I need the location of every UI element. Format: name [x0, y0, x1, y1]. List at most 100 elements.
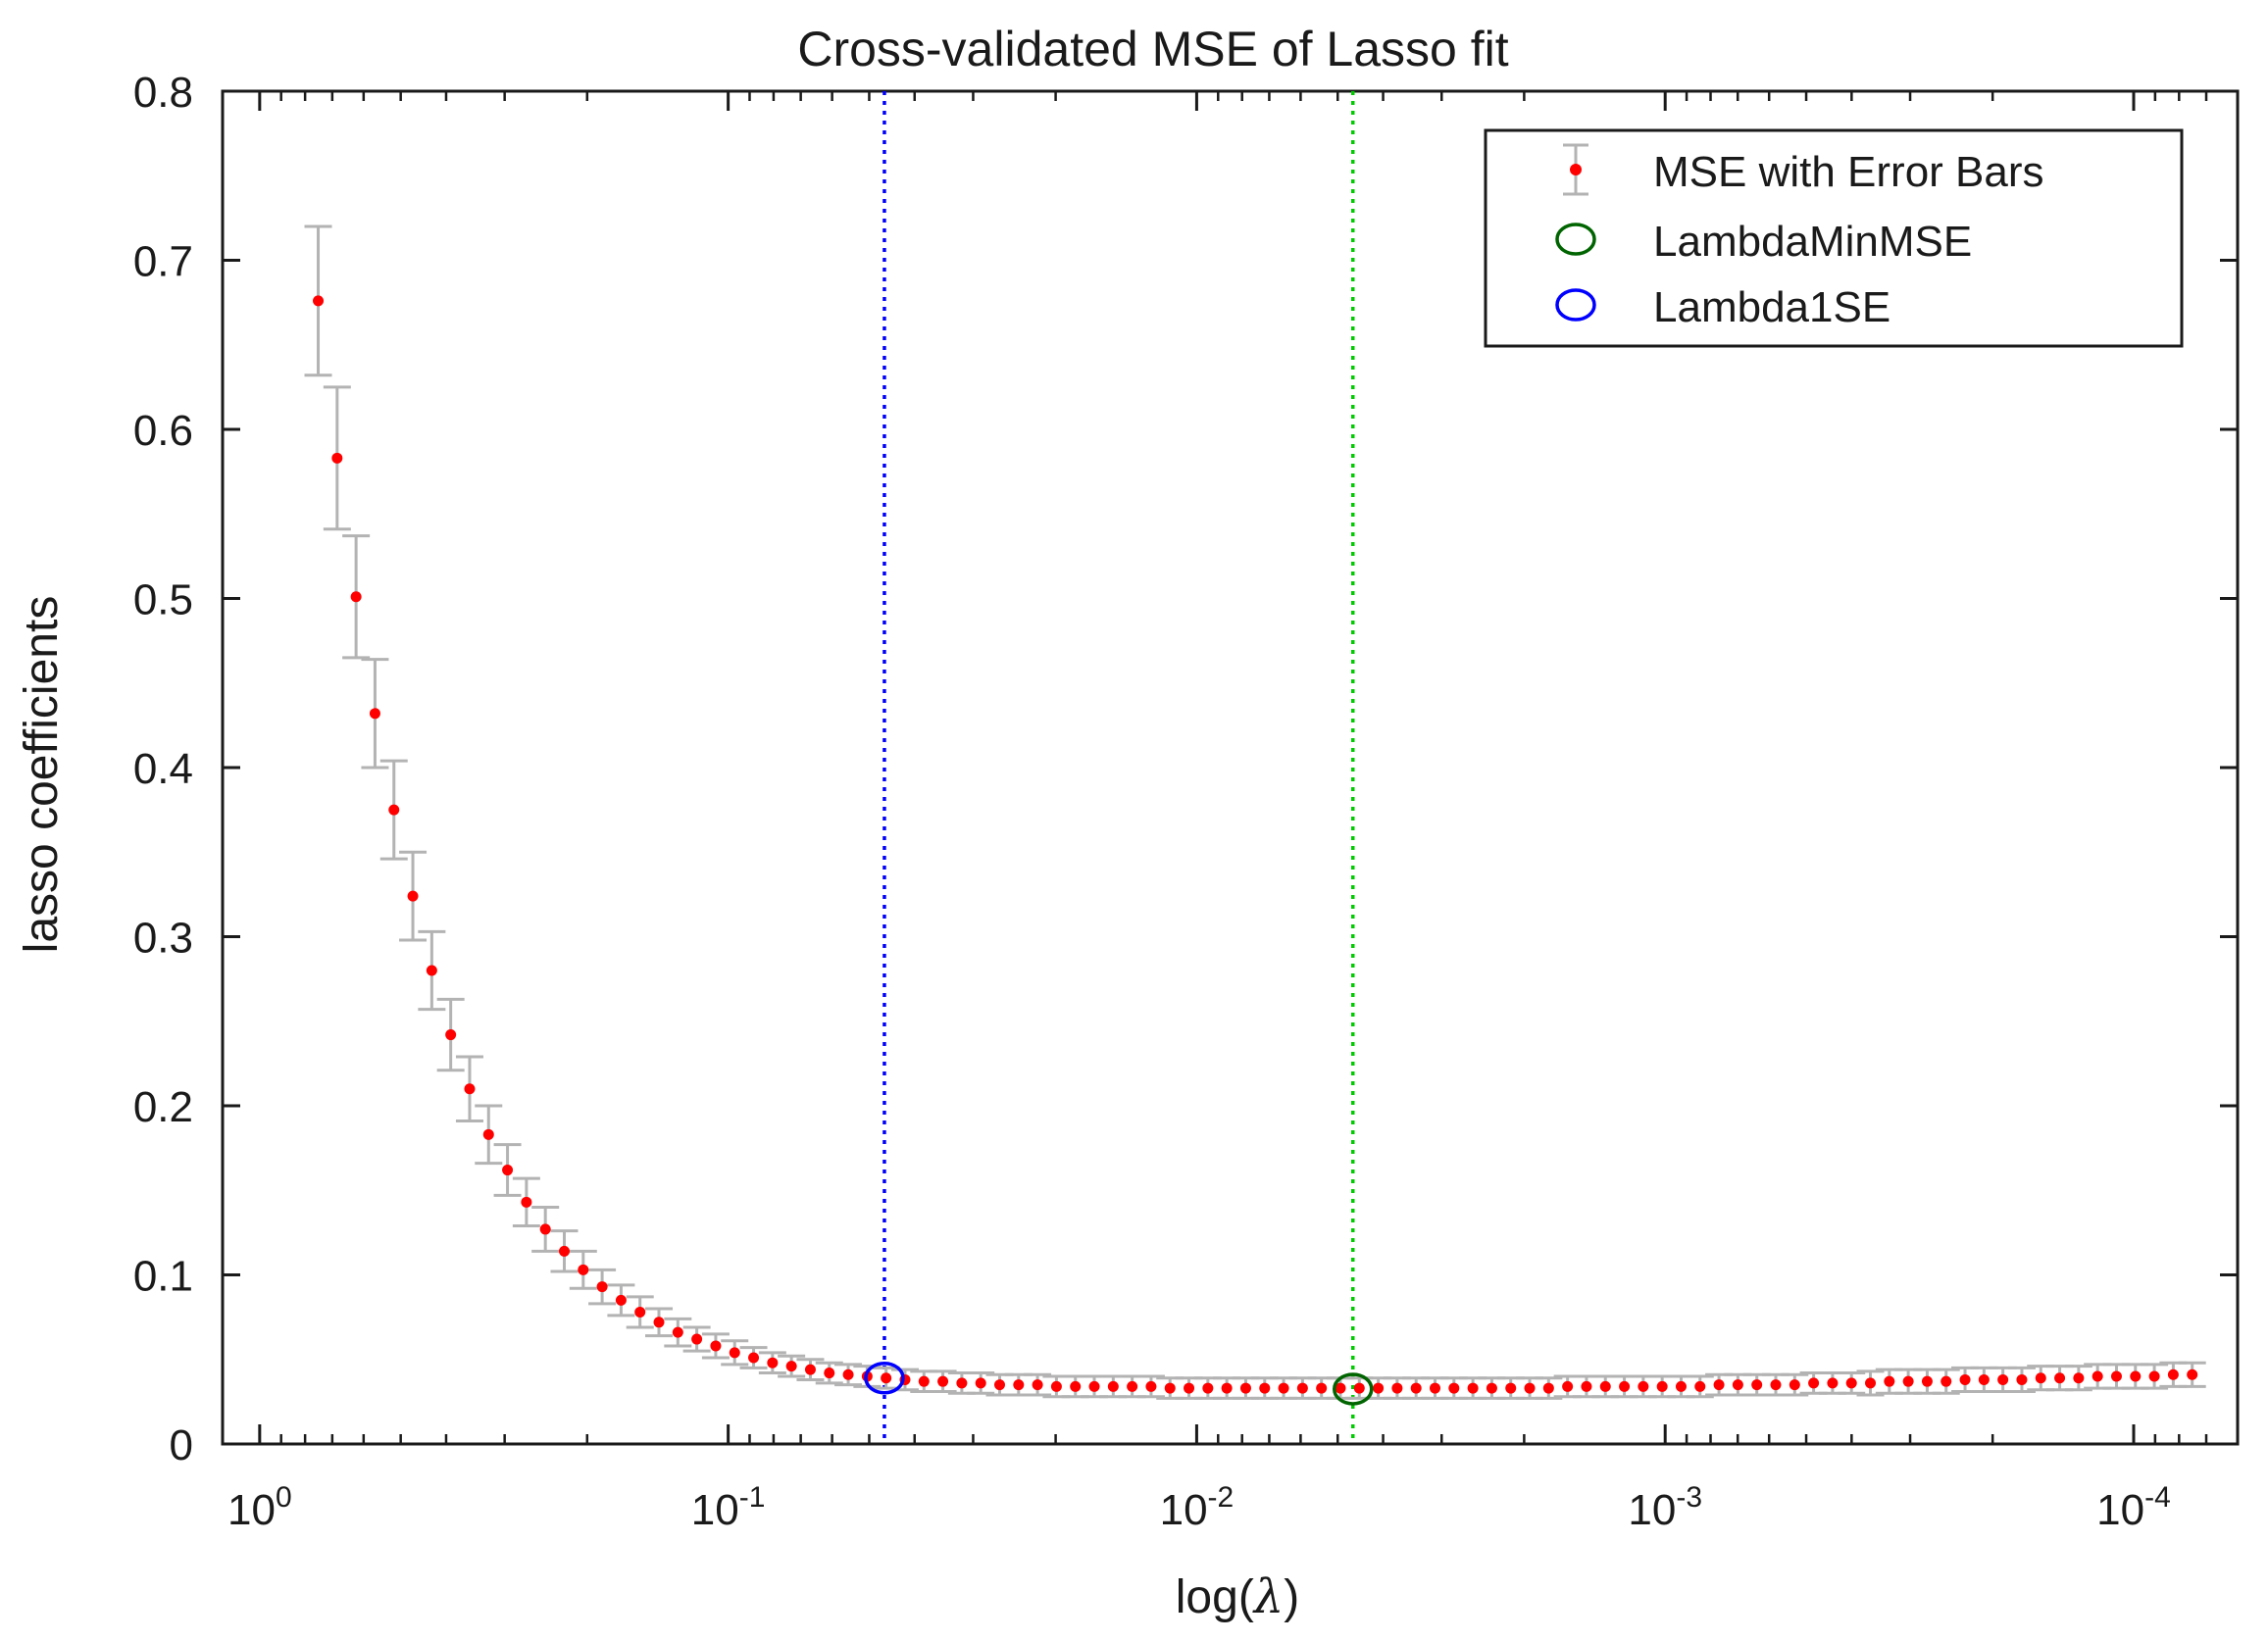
mse-point	[1391, 1382, 1403, 1394]
mse-point	[993, 1379, 1005, 1391]
mse-point	[881, 1372, 892, 1384]
mse-point	[1430, 1382, 1441, 1394]
legend-item-mse: MSE with Error Bars	[1563, 143, 2044, 196]
mse-point	[464, 1083, 476, 1095]
mse-point	[502, 1165, 514, 1176]
mse-point	[691, 1333, 703, 1345]
mse-point	[804, 1364, 816, 1375]
mse-point	[2187, 1368, 2198, 1380]
mse-point	[2148, 1370, 2160, 1382]
x-axis-label: log(λ)	[1176, 1569, 1299, 1624]
legend-box	[1484, 128, 2184, 348]
mse-point	[653, 1317, 665, 1328]
mse-point	[1713, 1379, 1725, 1391]
mse-point	[1353, 1382, 1365, 1394]
x-tick-label: 100	[227, 1481, 292, 1534]
mse-point	[1770, 1379, 1782, 1391]
mse-point	[1599, 1380, 1611, 1392]
mse-point	[1845, 1377, 1857, 1389]
mse-point	[1448, 1382, 1460, 1394]
x-tick-label-base: 10	[691, 1486, 739, 1534]
mse-point	[1486, 1382, 1497, 1394]
mse-point	[1694, 1380, 1706, 1392]
x-tick-label-exponent: -1	[739, 1481, 766, 1514]
legend-label-lambdaminmse: LambdaMinMSE	[1653, 218, 1972, 266]
mse-point	[729, 1347, 740, 1359]
legend-item-lambda1se: Lambda1SE	[1555, 283, 1890, 331]
mse-point	[975, 1377, 986, 1389]
mse-point	[1940, 1375, 1952, 1387]
mse-point	[426, 965, 437, 976]
mse-point	[634, 1306, 646, 1318]
x-axis-label-suffix: )	[1284, 1571, 1299, 1623]
y-tick-label: 0.6	[133, 407, 193, 455]
mse-point	[407, 890, 419, 902]
mse-point	[842, 1368, 854, 1380]
mse-point	[1145, 1380, 1157, 1392]
mse-point	[1638, 1380, 1649, 1392]
mse-point	[1542, 1382, 1554, 1394]
legend-item-lambdaminmse: LambdaMinMSE	[1555, 218, 1972, 266]
mse-point	[937, 1375, 949, 1387]
x-tick-label: 10-3	[1628, 1481, 1702, 1534]
mse-point	[2054, 1372, 2066, 1384]
lambdaminmse-marker	[1333, 1372, 1374, 1406]
mse-point	[1751, 1379, 1763, 1391]
legend-point-icon	[1570, 164, 1582, 175]
mse-point	[785, 1361, 797, 1372]
mse-point	[824, 1368, 835, 1379]
mse-point	[331, 452, 343, 464]
y-tick-label: 0.5	[133, 576, 193, 624]
mse-point	[1107, 1380, 1119, 1392]
y-tick-label: 0.8	[133, 69, 193, 117]
mse-point	[1164, 1382, 1176, 1394]
mse-point	[313, 295, 325, 307]
mse-point	[445, 1029, 457, 1041]
mse-point	[482, 1128, 494, 1140]
mse-point	[1656, 1380, 1668, 1392]
mse-point	[1562, 1380, 1574, 1392]
mse-point	[956, 1377, 968, 1389]
x-tick-label-base: 10	[227, 1486, 276, 1534]
legend: MSE with Error Bars LambdaMinMSE Lambda1…	[1484, 128, 2184, 348]
y-tick-label: 0.1	[133, 1253, 193, 1301]
mse-point	[918, 1375, 930, 1387]
x-tick-label-exponent: -3	[1676, 1481, 1702, 1514]
mse-point	[767, 1357, 779, 1368]
chart-title: Cross-validated MSE of Lasso fit	[797, 22, 1508, 76]
x-tick-label: 10-1	[691, 1481, 766, 1534]
mse-point	[1373, 1382, 1385, 1394]
mse-point	[578, 1264, 589, 1275]
mse-point	[1997, 1373, 2009, 1385]
mse-point	[1884, 1375, 1895, 1387]
y-tick-label: 0.3	[133, 915, 193, 963]
mse-point	[1221, 1382, 1233, 1394]
mse-point	[521, 1196, 532, 1208]
mse-point	[2092, 1370, 2103, 1382]
mse-point	[1732, 1379, 1743, 1391]
mse-point	[710, 1340, 722, 1352]
mse-point	[1278, 1382, 1289, 1394]
mse-point	[1619, 1380, 1631, 1392]
mse-point	[1467, 1382, 1479, 1394]
x-tick-label-base: 10	[1628, 1486, 1676, 1534]
mse-point	[1070, 1380, 1082, 1392]
mse-point	[672, 1326, 683, 1338]
mse-point	[1202, 1382, 1214, 1394]
x-tick-label-exponent: -4	[2144, 1481, 2171, 1514]
mse-point	[596, 1281, 608, 1293]
mse-point	[2016, 1373, 2028, 1385]
y-tick-label: 0.4	[133, 745, 193, 793]
x-axis-label-prefix: log(	[1176, 1571, 1254, 1623]
mse-point	[1921, 1375, 1933, 1387]
legend-blue-circle-icon	[1555, 288, 1596, 322]
mse-point	[1789, 1379, 1800, 1391]
mse-point	[1808, 1377, 1820, 1389]
x-tick-label-exponent: -2	[1208, 1481, 1235, 1514]
y-axis-label: lasso coefficients	[16, 596, 68, 954]
mse-point	[2035, 1372, 2046, 1384]
legend-label-mse: MSE with Error Bars	[1653, 148, 2044, 196]
mse-point	[2167, 1368, 2179, 1380]
